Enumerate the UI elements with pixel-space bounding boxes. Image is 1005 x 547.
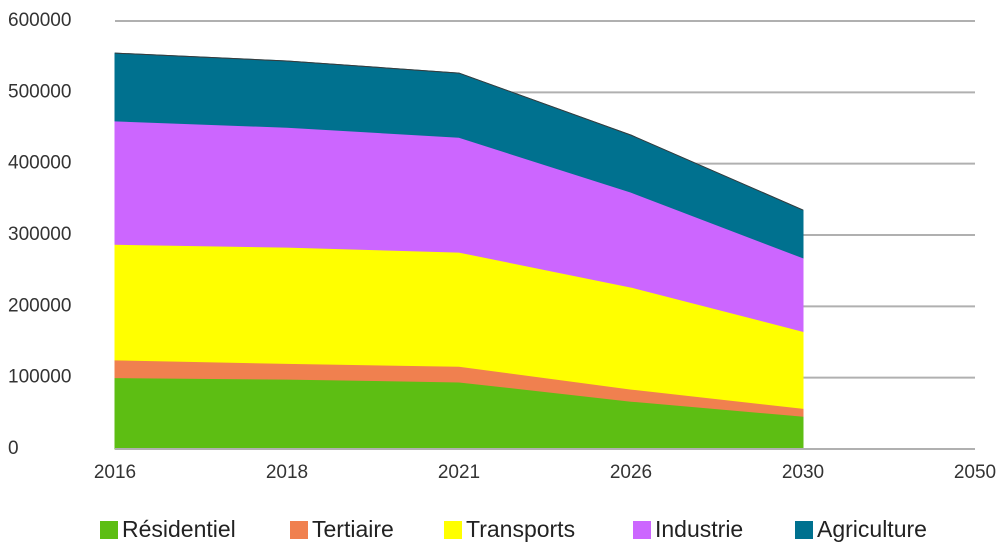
legend-swatch bbox=[100, 521, 118, 539]
legend-swatch bbox=[633, 521, 651, 539]
x-tick-label: 2030 bbox=[782, 462, 824, 483]
x-tick-label: 2026 bbox=[610, 462, 652, 483]
x-tick-label: 2021 bbox=[438, 462, 480, 483]
x-tick-label: 2050 bbox=[954, 462, 996, 483]
y-tick-label: 300000 bbox=[8, 224, 71, 245]
legend-swatch bbox=[444, 521, 462, 539]
y-tick-label: 100000 bbox=[8, 367, 71, 388]
legend-swatch bbox=[290, 521, 308, 539]
legend-label: Résidentiel bbox=[122, 516, 236, 542]
legend-swatch bbox=[795, 521, 813, 539]
y-tick-label: 0 bbox=[8, 438, 19, 459]
x-tick-label: 2016 bbox=[94, 462, 136, 483]
y-tick-label: 500000 bbox=[8, 81, 71, 102]
y-tick-label: 600000 bbox=[8, 10, 71, 31]
y-tick-label: 200000 bbox=[8, 295, 71, 316]
y-tick-label: 400000 bbox=[8, 153, 71, 174]
legend-label: Industrie bbox=[655, 516, 743, 542]
legend-label: Tertiaire bbox=[312, 516, 394, 542]
area-outline bbox=[114, 52, 804, 211]
legend-label: Agriculture bbox=[817, 516, 927, 542]
legend-label: Transports bbox=[466, 516, 575, 542]
x-tick-label: 2018 bbox=[266, 462, 308, 483]
